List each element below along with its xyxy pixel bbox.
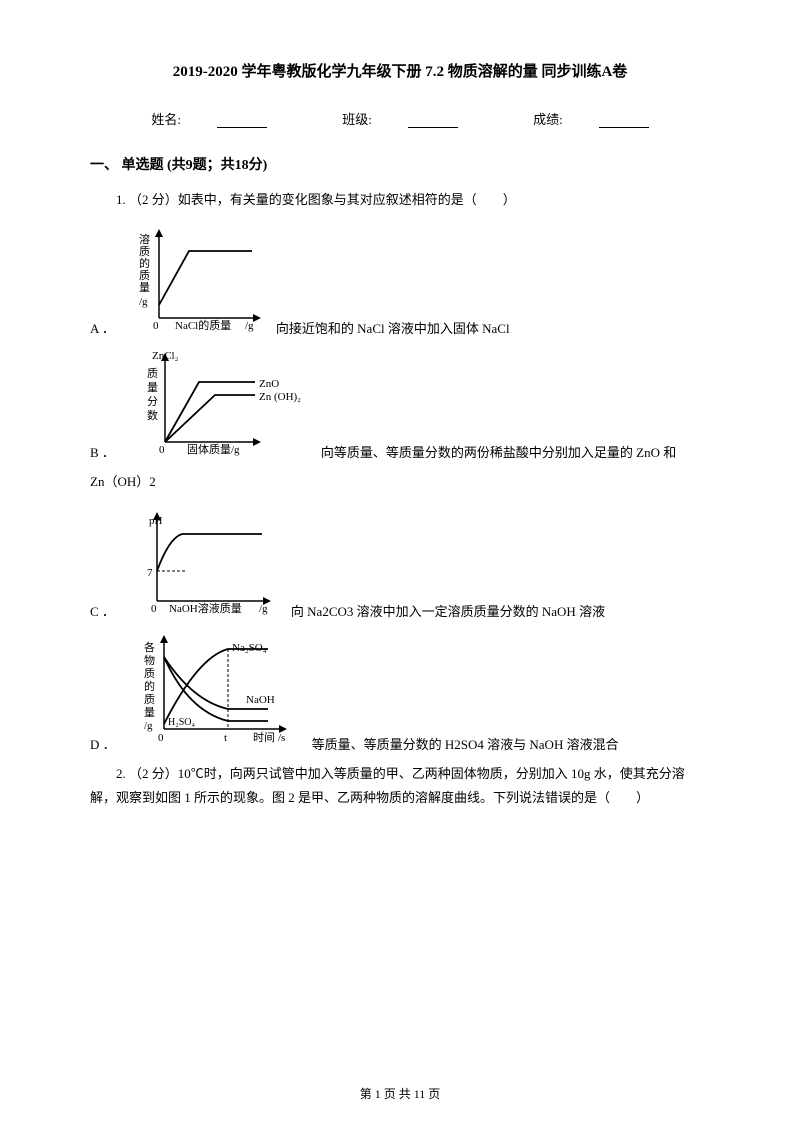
- option-d-label: D ．: [90, 733, 116, 756]
- svg-text:质: 质: [139, 245, 150, 258]
- svg-text:/g: /g: [144, 720, 153, 732]
- svg-text:ZnCl₂: ZnCl₂: [152, 350, 179, 362]
- svg-text:NaOH: NaOH: [246, 694, 275, 706]
- option-c-text: 向 Na2CO3 溶液中加入一定溶质质量分数的 NaOH 溶液: [291, 600, 710, 623]
- svg-text:质: 质: [139, 269, 150, 282]
- svg-text:/g: /g: [139, 296, 148, 308]
- name-label: 姓名:: [151, 112, 181, 127]
- svg-text:NaCl的质量: NaCl的质量: [175, 318, 231, 332]
- class-blank: [408, 114, 458, 128]
- chart-a: 溶 质 的 质 量 /g 0 NaCl的质量 /g: [127, 223, 272, 340]
- svg-text:各: 各: [144, 640, 155, 654]
- svg-text:NaOH溶液质量: NaOH溶液质量: [169, 601, 242, 615]
- option-d-row: D ． 各 物 质 的 质 量 /g Na₂SO₄ NaOH H₂SO₄ 0 t…: [90, 629, 710, 756]
- svg-text:ZnO: ZnO: [259, 378, 279, 390]
- option-b-row: B ． ZnCl₂ 质 量 分 数 ZnO Zn (OH)₂ 0 固体质量/g …: [90, 347, 710, 464]
- option-a-label: A ．: [90, 317, 115, 340]
- svg-text:/g: /g: [259, 603, 268, 615]
- svg-text:数: 数: [147, 409, 158, 422]
- student-info-row: 姓名: 班级: 成绩:: [90, 109, 710, 128]
- svg-text:质: 质: [144, 667, 155, 680]
- option-c-row: C ． pH 7 0 NaOH溶液质量 /g 向 Na2CO3 溶液中加入一定溶…: [90, 506, 710, 623]
- class-label: 班级:: [342, 112, 372, 127]
- option-b-text: 向等质量、等质量分数的两份稀盐酸中分别加入足量的 ZnO 和: [321, 441, 710, 464]
- svg-text:0: 0: [151, 603, 157, 615]
- name-blank: [217, 114, 267, 128]
- option-b-text-cont: Zn（OH）2: [90, 470, 710, 493]
- question-1: 1. （2 分）如表中，有关量的变化图象与其对应叙述相符的是（ ）: [90, 188, 710, 211]
- svg-text:0: 0: [159, 444, 165, 456]
- svg-text:/g: /g: [245, 320, 254, 332]
- svg-text:量: 量: [139, 281, 150, 294]
- svg-text:/s: /s: [278, 732, 285, 744]
- svg-text:质: 质: [147, 367, 158, 380]
- svg-text:质: 质: [144, 693, 155, 706]
- section-header: 一、 单选题 (共9题；共18分): [90, 154, 710, 174]
- svg-text:0: 0: [158, 732, 164, 744]
- option-a-row: A ． 溶 质 的 质 量 /g 0 NaCl的质量 /g 向接近饱和的 NaC…: [90, 223, 710, 340]
- option-d-text: 等质量、等质量分数的 H2SO4 溶液与 NaOH 溶液混合: [312, 733, 710, 756]
- svg-text:7: 7: [147, 567, 153, 579]
- svg-text:物: 物: [144, 653, 155, 667]
- svg-text:Na₂SO₄: Na₂SO₄: [232, 642, 267, 654]
- page-title: 2019-2020 学年粤教版化学九年级下册 7.2 物质溶解的量 同步训练A卷: [90, 60, 710, 81]
- svg-text:H₂SO₄: H₂SO₄: [168, 717, 195, 728]
- page-footer: 第 1 页 共 11 页: [0, 1085, 800, 1102]
- svg-text:固体质量/g: 固体质量/g: [187, 442, 240, 456]
- score-label: 成绩:: [533, 112, 563, 127]
- chart-c: pH 7 0 NaOH溶液质量 /g: [127, 506, 287, 623]
- option-a-text: 向接近饱和的 NaCl 溶液中加入固体 NaCl: [276, 317, 710, 340]
- svg-text:Zn (OH)₂: Zn (OH)₂: [259, 391, 301, 403]
- svg-text:溶: 溶: [139, 232, 150, 246]
- svg-text:0: 0: [153, 320, 159, 332]
- option-c-label: C ．: [90, 600, 115, 623]
- svg-text:的: 的: [144, 679, 155, 693]
- svg-text:分: 分: [147, 395, 158, 408]
- svg-text:的: 的: [139, 256, 150, 270]
- svg-text:量: 量: [147, 381, 158, 394]
- chart-d: 各 物 质 的 质 量 /g Na₂SO₄ NaOH H₂SO₄ 0 t 时间 …: [128, 629, 308, 756]
- option-b-label: B ．: [90, 441, 115, 464]
- chart-b: ZnCl₂ 质 量 分 数 ZnO Zn (OH)₂ 0 固体质量/g: [127, 347, 317, 464]
- svg-text:量: 量: [144, 706, 155, 719]
- svg-text:时间: 时间: [253, 731, 275, 744]
- question-2: 2. （2 分）10℃时，向两只试管中加入等质量的甲、乙两种固体物质，分别加入 …: [90, 762, 710, 809]
- svg-text:t: t: [224, 732, 227, 744]
- svg-text:pH: pH: [149, 515, 163, 527]
- score-blank: [599, 114, 649, 128]
